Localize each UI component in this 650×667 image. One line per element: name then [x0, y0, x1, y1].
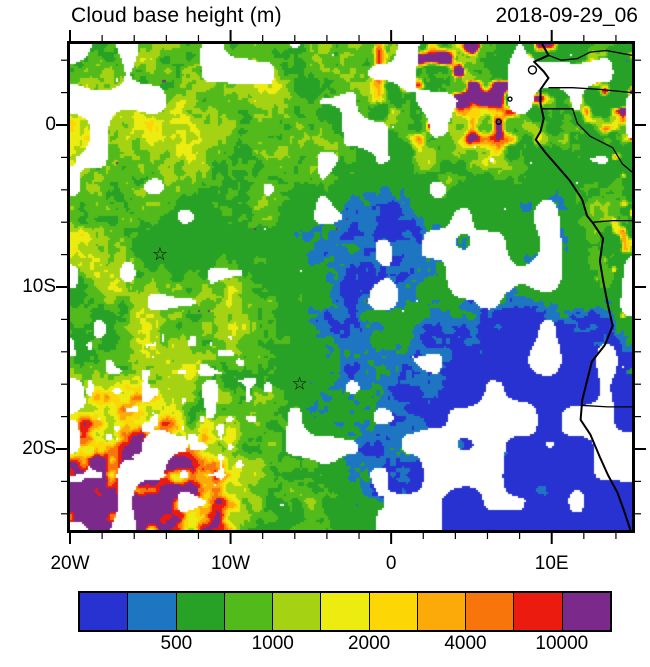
colorbar-tick-label: 4000 [444, 633, 487, 654]
figure-title: Cloud base height (m) [71, 4, 282, 27]
colorbar-cell [562, 593, 610, 630]
figure-datetime: 2018-09-29_06 [495, 4, 638, 27]
colorbar-tick-label: 1000 [251, 633, 294, 654]
x-tick-label: 10W [211, 553, 251, 574]
colorbar-cell [514, 593, 563, 630]
colorbar-cell [224, 593, 274, 630]
colorbar [78, 591, 612, 632]
colorbar-tick-label: 10000 [535, 633, 589, 654]
map-plot [70, 44, 632, 530]
x-tick-label: 10E [534, 553, 569, 574]
colorbar-cell [321, 593, 370, 630]
colorbar-cell [128, 593, 177, 630]
x-tick-label: 20W [50, 553, 90, 574]
colorbar-cell [176, 593, 225, 630]
colorbar-cell [273, 593, 322, 630]
y-tick-label: 10S [22, 276, 56, 297]
colorbar-tick-label: 500 [160, 633, 193, 654]
colorbar-tick-label: 2000 [347, 633, 391, 654]
y-tick-label: 0 [45, 114, 56, 135]
colorbar-cell [369, 593, 418, 630]
y-tick-label: 20S [22, 438, 56, 459]
colorbar-cell [80, 593, 129, 630]
colorbar-cell [417, 593, 467, 630]
cloud-field-canvas [70, 44, 632, 530]
x-tick-label: 0 [385, 553, 397, 574]
colorbar-cell [466, 593, 515, 630]
